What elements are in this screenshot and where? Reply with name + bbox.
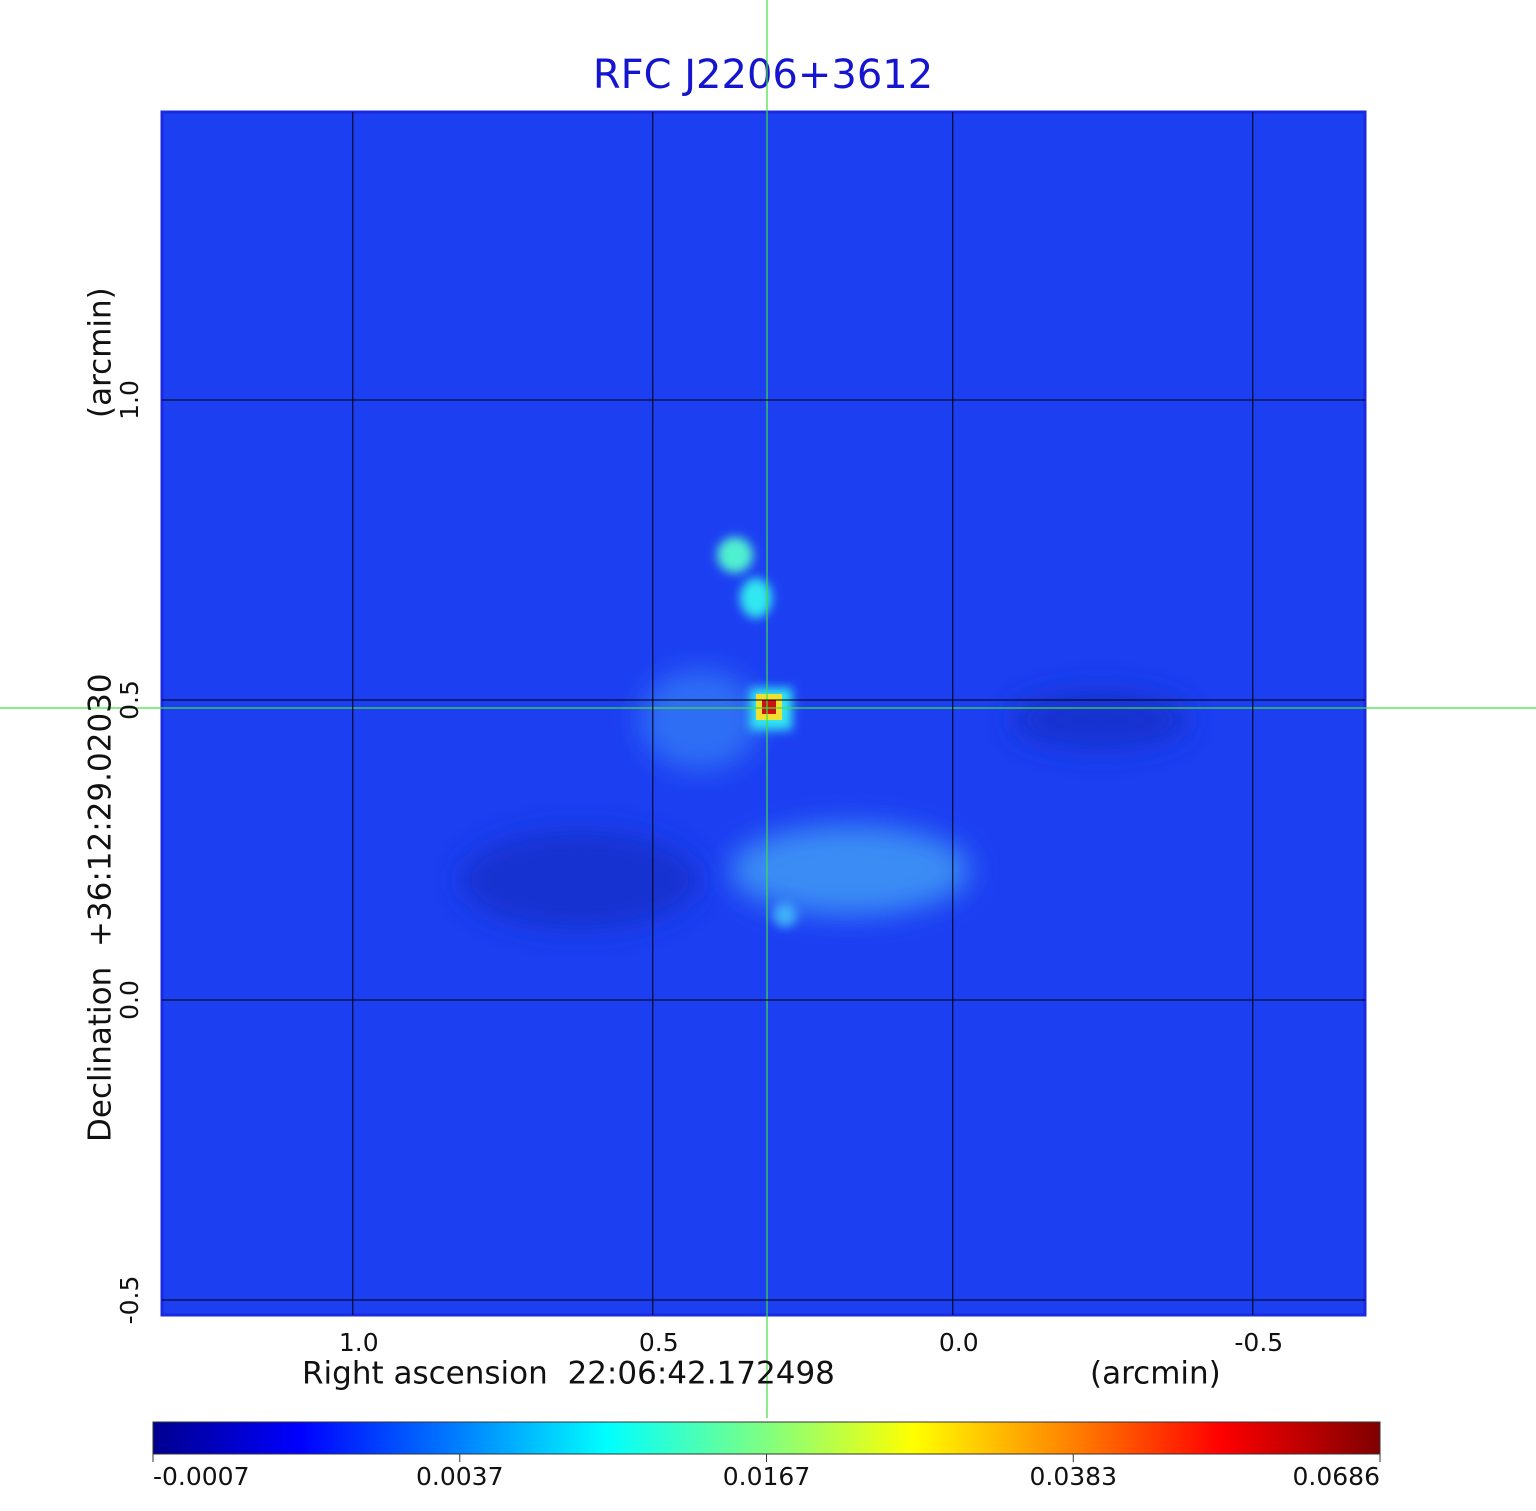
y-tick-label: -0.5	[115, 1276, 144, 1325]
emission	[717, 537, 753, 573]
emission	[1010, 690, 1190, 750]
colorbar-tick-label: -0.0007	[153, 1462, 250, 1491]
x-axis-label: Right ascension 22:06:42.172498	[302, 1356, 835, 1392]
x-tick-label: 1.0	[339, 1328, 379, 1357]
emission	[740, 578, 772, 618]
plot-frame	[160, 110, 1367, 1317]
emission	[640, 670, 760, 770]
emission	[460, 830, 700, 930]
colorbar-tick-label: 0.0383	[1030, 1462, 1117, 1491]
emission	[762, 700, 776, 714]
y-tick-label: 0.0	[115, 980, 144, 1020]
x-tick-label: 0.0	[939, 1328, 979, 1357]
colorbar-tick-label: 0.0167	[723, 1462, 810, 1491]
x-axis-unit: (arcmin)	[1090, 1356, 1221, 1392]
colorbar-tick-label: 0.0686	[1293, 1462, 1380, 1491]
x-tick-label: 0.5	[639, 1328, 679, 1357]
x-tick-label: -0.5	[1234, 1328, 1283, 1357]
y-axis-unit: (arcmin)	[83, 287, 119, 418]
image	[162, 112, 1365, 1315]
y-tick-label: 0.5	[115, 680, 144, 720]
y-axis-label: Declination +36:12:29.02030	[83, 673, 119, 1142]
colorbar-tick-label: 0.0037	[416, 1462, 503, 1491]
emission	[730, 825, 970, 915]
emission	[773, 903, 797, 927]
colorbar	[152, 1421, 1381, 1455]
chart-title: RFC J2206+3612	[593, 52, 933, 98]
y-tick-label: 1.0	[115, 380, 144, 420]
